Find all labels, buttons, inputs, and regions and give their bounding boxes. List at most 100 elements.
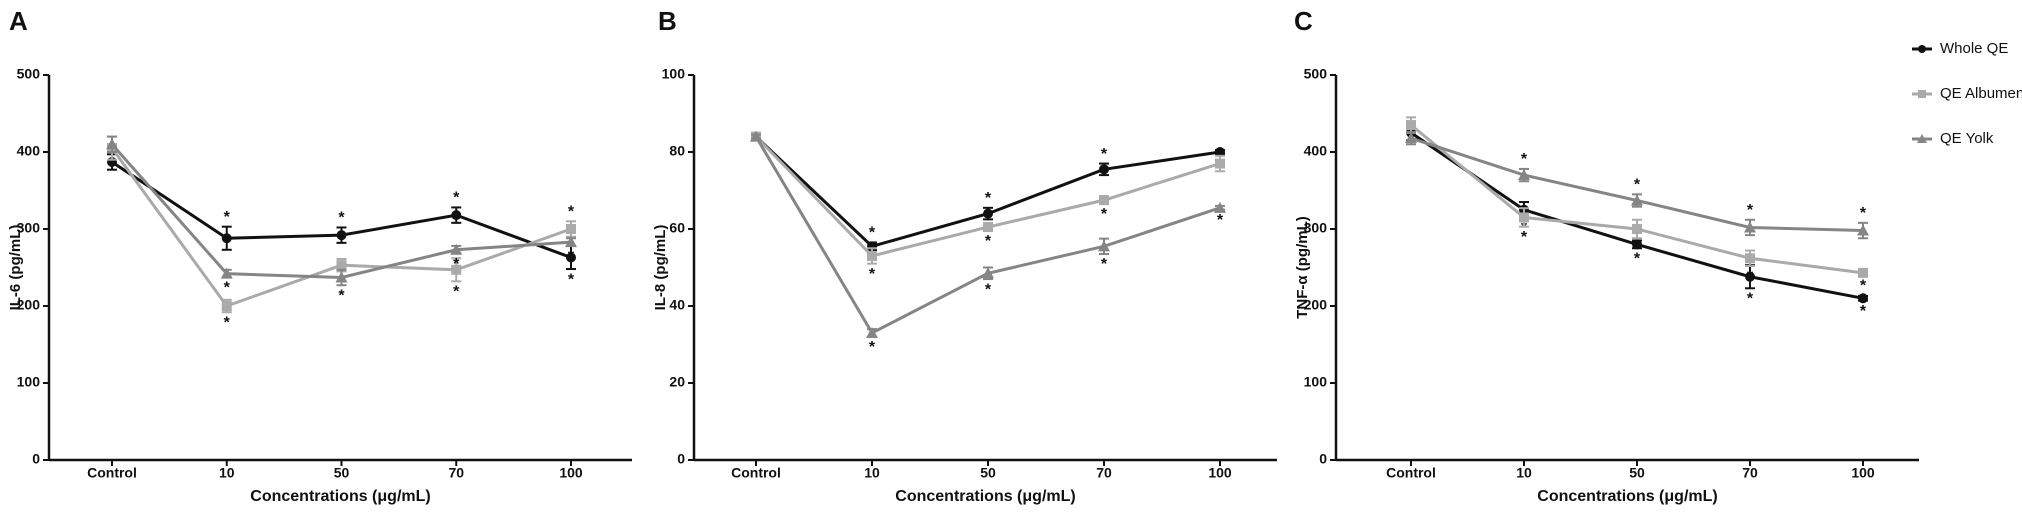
significance-mark: *	[568, 248, 575, 265]
point	[335, 271, 348, 283]
y-tick-label: 20	[669, 374, 685, 390]
significance-mark: *	[1521, 220, 1528, 237]
y-tick-label: 200	[1304, 297, 1328, 313]
point	[336, 260, 347, 271]
point	[1917, 134, 1927, 143]
significance-mark: *	[1217, 212, 1224, 229]
x-tick-label: 10	[219, 465, 235, 481]
significance-mark: *	[1860, 205, 1867, 222]
point	[1405, 132, 1417, 144]
significance-mark: *	[869, 339, 876, 356]
significance-mark: *	[338, 287, 345, 304]
point	[1857, 224, 1869, 236]
x-axis-label: Concentrations (μg/mL)	[895, 488, 1075, 505]
point	[1099, 195, 1109, 206]
y-axis-label: IL-6 (pg/mL)	[7, 225, 24, 311]
point	[566, 224, 576, 234]
significance-mark: *	[1747, 202, 1754, 219]
point	[565, 236, 577, 248]
y-tick-label: 100	[1304, 374, 1328, 390]
point	[220, 267, 233, 279]
y-tick-label: 400	[17, 143, 41, 159]
point	[1858, 267, 1868, 278]
y-tick-label: 300	[17, 220, 41, 236]
significance-mark: *	[1860, 303, 1867, 320]
y-tick-label: 400	[1304, 143, 1328, 159]
significance-mark: *	[224, 280, 231, 297]
x-tick-label: 70	[1742, 465, 1758, 481]
panel-label: C	[1294, 6, 1313, 36]
significance-mark: *	[224, 314, 231, 331]
significance-mark: *	[568, 204, 575, 221]
significance-mark: *	[1521, 229, 1528, 246]
y-tick-label: 0	[32, 451, 40, 467]
point	[750, 130, 762, 142]
point	[1214, 201, 1226, 213]
y-tick-label: 80	[669, 143, 685, 159]
significance-mark: *	[453, 256, 460, 273]
point	[106, 138, 118, 150]
significance-mark: *	[453, 190, 460, 207]
legend-label: Whole QE	[1940, 40, 2008, 57]
point	[866, 326, 878, 338]
point	[1745, 253, 1755, 264]
y-tick-label: 200	[17, 297, 41, 313]
point	[221, 233, 232, 244]
point	[983, 222, 993, 233]
point	[1215, 158, 1225, 169]
series: * * * *	[107, 153, 576, 288]
point	[1632, 224, 1642, 234]
y-tick-label: 500	[17, 66, 41, 82]
x-tick-label: 70	[1096, 465, 1112, 481]
point	[451, 210, 462, 221]
significance-mark: *	[869, 266, 876, 283]
significance-mark: *	[1634, 177, 1641, 194]
y-tick-label: 100	[662, 66, 686, 82]
point	[336, 230, 347, 241]
y-tick-label: 0	[1319, 451, 1327, 467]
line	[1410, 131, 1864, 300]
x-tick-label: Control	[1386, 465, 1436, 481]
x-tick-label: 100	[1851, 465, 1875, 481]
x-tick-label: 50	[1629, 465, 1645, 481]
point	[450, 243, 463, 255]
significance-mark: *	[453, 284, 460, 301]
point	[1518, 169, 1530, 181]
y-axis-label: TNF-α (pg/mL)	[1294, 216, 1311, 319]
point	[1519, 212, 1529, 223]
point	[1099, 164, 1109, 175]
point	[1858, 293, 1868, 304]
significance-mark: *	[869, 225, 876, 242]
point	[566, 252, 576, 263]
y-tick-label: 500	[1304, 66, 1328, 82]
point	[1918, 90, 1926, 98]
point	[451, 264, 462, 275]
panel-label: B	[658, 6, 677, 36]
series: * * * *	[750, 130, 1226, 356]
significance-mark: *	[1747, 268, 1754, 285]
x-tick-label: 10	[864, 465, 880, 481]
y-tick-label: 40	[669, 297, 685, 313]
significance-mark: *	[985, 233, 992, 250]
significance-mark: *	[1747, 291, 1754, 308]
x-tick-label: 100	[559, 465, 583, 481]
significance-mark: *	[1634, 240, 1641, 257]
legend-label: QE Albumen	[1940, 85, 2022, 102]
y-axis-label: IL-8 (pg/mL)	[652, 225, 669, 311]
panel-label: A	[9, 6, 28, 36]
x-tick-label: 50	[980, 465, 996, 481]
point	[983, 208, 993, 219]
significance-mark: *	[985, 281, 992, 298]
y-tick-label: 0	[677, 451, 685, 467]
point	[982, 267, 994, 279]
point	[1406, 120, 1416, 131]
point	[1631, 194, 1643, 206]
significance-mark: *	[1101, 256, 1108, 273]
point	[1918, 45, 1926, 53]
point	[1098, 240, 1110, 252]
point	[221, 301, 232, 311]
point	[1215, 147, 1225, 157]
y-tick-label: 100	[17, 374, 41, 390]
x-tick-label: 100	[1208, 465, 1232, 481]
